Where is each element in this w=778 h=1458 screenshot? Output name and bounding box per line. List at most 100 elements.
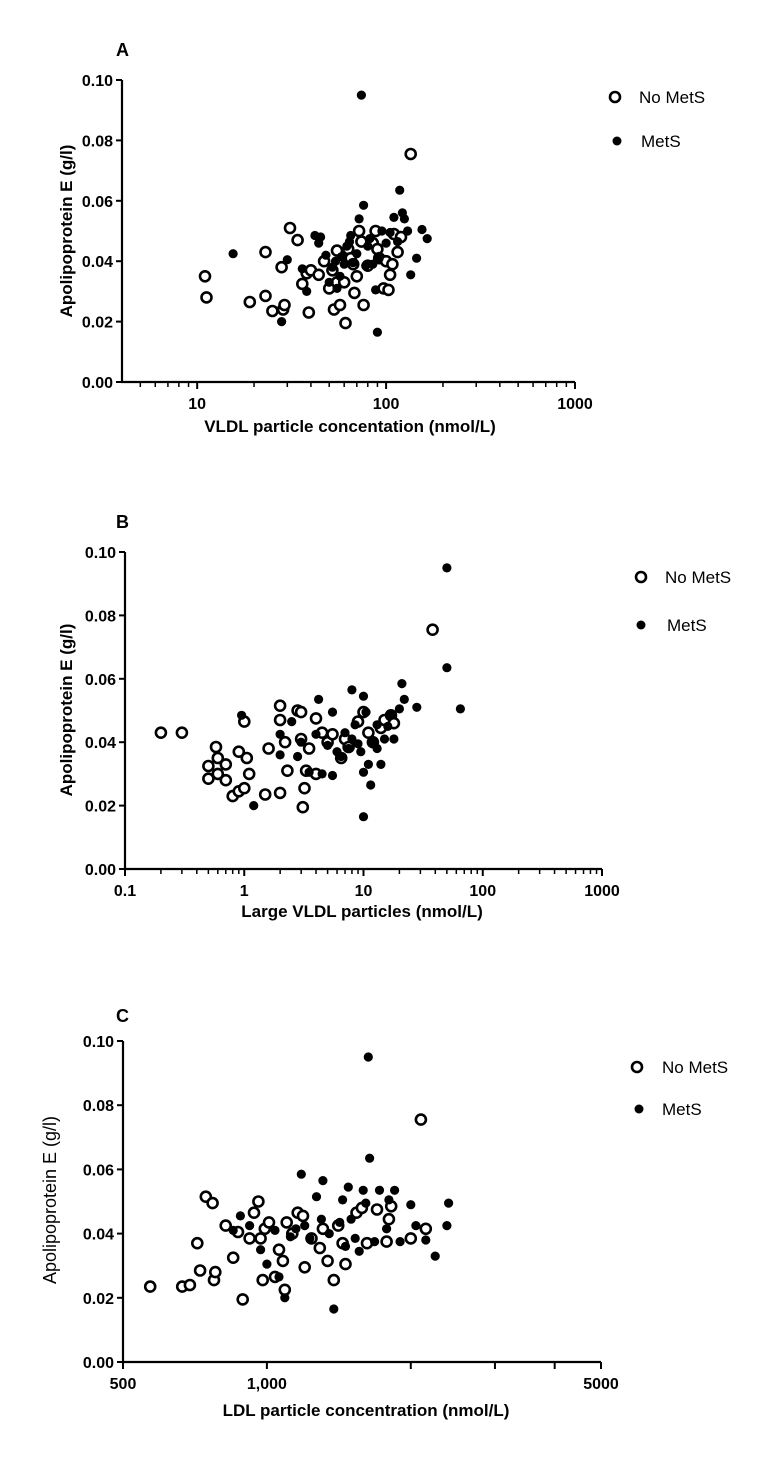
panel-c-legend: No MetS MetS	[630, 1058, 728, 1119]
y-tick-label: 0.00	[83, 1355, 114, 1372]
y-tick-label: 0.08	[82, 133, 113, 150]
point-mets	[249, 801, 259, 811]
point-no-mets	[258, 788, 272, 801]
point-mets	[384, 1195, 394, 1205]
point-mets	[363, 241, 373, 251]
point-no-mets	[206, 1196, 219, 1210]
point-no-mets	[236, 1293, 249, 1306]
point-no-mets	[143, 1280, 157, 1293]
point-no-mets	[272, 1243, 286, 1256]
point-mets	[262, 1259, 272, 1269]
point-mets	[311, 1192, 322, 1202]
point-no-mets	[275, 260, 288, 274]
point-no-mets	[247, 1206, 261, 1219]
point-mets	[348, 258, 358, 268]
point-mets	[358, 767, 369, 777]
point-no-mets	[278, 735, 292, 749]
point-mets	[338, 1195, 348, 1205]
point-no-mets	[202, 772, 215, 786]
point-mets	[256, 1245, 266, 1255]
point-no-mets	[296, 1209, 310, 1223]
point-no-mets	[298, 1261, 312, 1274]
point-no-mets	[426, 623, 439, 637]
point-no-mets	[266, 304, 279, 318]
point-mets	[228, 249, 238, 259]
point-mets	[270, 1225, 280, 1235]
point-mets	[346, 230, 356, 241]
point-mets	[332, 283, 342, 293]
point-no-mets	[240, 751, 254, 765]
point-no-mets	[273, 786, 287, 800]
point-mets	[237, 710, 247, 720]
point-no-mets	[298, 781, 311, 795]
point-mets	[399, 214, 409, 224]
y-tick-label: 0.06	[85, 672, 116, 689]
point-mets	[442, 1221, 452, 1231]
x-tick-label: 1000	[584, 883, 620, 900]
point-mets	[363, 1052, 373, 1062]
point-mets	[327, 770, 338, 781]
point-no-mets	[232, 745, 246, 759]
point-mets	[363, 759, 373, 770]
legend-marker-mets	[634, 1104, 644, 1114]
point-mets	[397, 679, 407, 689]
point-mets	[455, 704, 465, 714]
point-no-mets	[404, 147, 418, 161]
point-no-mets	[383, 268, 397, 282]
y-tick-label: 0.10	[82, 73, 113, 90]
point-no-mets	[283, 221, 297, 235]
point-no-mets	[321, 1254, 334, 1268]
point-mets	[395, 185, 405, 195]
point-mets	[365, 1153, 375, 1163]
point-mets	[329, 1304, 339, 1314]
point-no-mets	[291, 233, 304, 247]
point-no-mets	[211, 751, 225, 765]
point-mets	[336, 751, 346, 762]
point-mets	[350, 1233, 360, 1243]
legend-label-no-mets: No MetS	[665, 568, 731, 587]
point-no-mets	[419, 1222, 433, 1236]
point-no-mets	[309, 712, 323, 725]
point-no-mets	[326, 727, 339, 741]
point-mets	[393, 237, 403, 247]
legend-marker-mets	[612, 136, 622, 146]
point-mets	[344, 743, 354, 754]
legend-label-no-mets: No MetS	[639, 88, 705, 107]
point-mets	[411, 1221, 421, 1231]
point-mets	[376, 759, 386, 770]
point-no-mets	[281, 764, 294, 778]
point-no-mets	[391, 245, 404, 259]
point-mets	[228, 1225, 238, 1235]
point-no-mets	[198, 269, 212, 283]
x-tick-label: 10	[355, 883, 373, 900]
point-mets	[280, 1293, 290, 1303]
point-mets	[444, 1198, 454, 1208]
legend-label-no-mets: No MetS	[662, 1058, 728, 1077]
point-mets	[390, 1185, 400, 1195]
point-no-mets	[404, 1232, 418, 1245]
point-mets	[399, 694, 409, 705]
point-no-mets	[262, 1216, 276, 1229]
point-no-mets	[414, 1113, 428, 1126]
point-mets	[394, 704, 404, 714]
point-mets	[385, 227, 395, 238]
point-no-mets	[327, 1273, 341, 1287]
point-mets	[275, 750, 285, 760]
y-tick-label: 0.10	[85, 545, 116, 562]
x-tick-label: 0.1	[114, 883, 136, 900]
legend-label-mets: MetS	[667, 616, 707, 635]
y-tick-label: 0.02	[83, 1291, 114, 1308]
point-no-mets	[191, 1236, 204, 1250]
point-no-mets	[348, 286, 361, 300]
x-tick-label: 10	[188, 396, 206, 413]
point-mets	[343, 1182, 353, 1192]
panel-a-legend: No MetS MetS	[608, 88, 705, 151]
legend-label-mets: MetS	[641, 132, 681, 151]
point-mets	[316, 232, 326, 242]
panel-c: C LDL particle concentration (nmol/L) Ap…	[40, 1006, 728, 1420]
point-mets	[353, 739, 363, 749]
point-no-mets	[200, 291, 213, 304]
point-no-mets	[382, 283, 395, 297]
y-tick-label: 0.04	[83, 1227, 114, 1244]
